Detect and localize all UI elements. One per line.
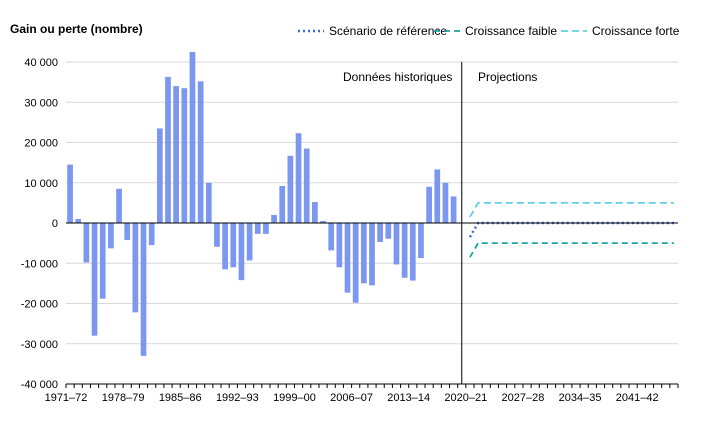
bar xyxy=(246,223,253,261)
bar xyxy=(99,223,106,299)
bar xyxy=(197,81,204,223)
bar xyxy=(336,223,343,268)
bar xyxy=(91,223,98,336)
bar xyxy=(156,128,163,223)
y-tick-label: 20 000 xyxy=(24,138,58,150)
bar xyxy=(254,223,261,234)
bar xyxy=(124,223,131,240)
bar xyxy=(442,182,449,223)
bar xyxy=(434,169,441,223)
bar xyxy=(401,223,408,278)
bar xyxy=(263,223,269,234)
legend-label: Scénario de référence xyxy=(329,24,447,38)
y-axis: -40 000 -30 000 -20 000 -10 000 0 10 000 20 00… xyxy=(21,57,58,391)
x-tick-label: 1992–93 xyxy=(216,392,259,404)
x-tick-label: 2013–14 xyxy=(387,392,430,404)
bar xyxy=(385,223,392,239)
bar xyxy=(189,51,196,223)
bar xyxy=(116,188,122,223)
bar xyxy=(132,223,139,313)
bar xyxy=(377,223,384,242)
annotation-historical: Données historiques xyxy=(343,70,452,84)
bar xyxy=(238,223,245,281)
bars xyxy=(67,51,457,356)
bar xyxy=(230,223,237,268)
x-tick-label: 1985–86 xyxy=(159,392,202,404)
bar xyxy=(393,223,400,265)
projection-lines xyxy=(468,201,674,258)
bar xyxy=(108,223,114,249)
bar xyxy=(303,148,310,223)
x-tick-label: 1978–79 xyxy=(102,392,145,404)
bar xyxy=(352,223,359,303)
legend: Scénario de référence Croissance faible Cr… xyxy=(298,24,680,38)
annotation-projections: Projections xyxy=(478,70,537,84)
y-tick-label: -30 000 xyxy=(21,339,58,351)
y-tick-label: 10 000 xyxy=(24,178,58,190)
bar xyxy=(426,186,432,223)
bar xyxy=(320,220,326,223)
x-tick-label: 2034–35 xyxy=(559,392,602,404)
bar xyxy=(83,223,90,263)
x-tick-label: 2020–21 xyxy=(444,392,487,404)
bar xyxy=(279,185,286,223)
bar xyxy=(75,218,82,223)
bar xyxy=(312,202,318,223)
x-tick-label: 2027–28 xyxy=(502,392,545,404)
bar xyxy=(360,223,367,284)
legend-label: Croissance forte xyxy=(592,24,680,38)
series-line xyxy=(469,201,674,218)
bar xyxy=(205,182,212,223)
x-tick-label: 2006–07 xyxy=(330,392,373,404)
bar xyxy=(287,155,294,223)
bar xyxy=(271,214,277,223)
y-tick-label: 0 xyxy=(52,218,58,230)
y-axis-title: Gain ou perte (nombre) xyxy=(10,22,143,36)
bar xyxy=(418,223,424,259)
bar xyxy=(148,223,155,246)
bar xyxy=(222,223,228,270)
y-tick-label: 40 000 xyxy=(24,57,58,69)
bar xyxy=(295,133,302,223)
y-tick-label: -10 000 xyxy=(21,258,58,270)
bar xyxy=(450,196,457,223)
x-tick-label: 1971–72 xyxy=(45,392,88,404)
x-axis: 1971–72 1978–79 1985–86 1992–93 1999–00 2006–… xyxy=(45,222,679,404)
y-tick-label: -20 000 xyxy=(21,299,58,311)
bar xyxy=(173,86,180,224)
x-tick-label: 1999–00 xyxy=(273,392,316,404)
bar xyxy=(328,223,335,251)
series-line xyxy=(468,221,674,238)
bar xyxy=(140,223,147,356)
bar xyxy=(214,223,220,247)
bar xyxy=(181,88,188,223)
legend-label: Croissance faible xyxy=(465,24,557,38)
bar xyxy=(409,223,416,281)
y-tick-label: -40 000 xyxy=(21,379,58,391)
bar xyxy=(67,164,73,223)
bar xyxy=(165,76,171,223)
bar xyxy=(344,223,351,293)
series-line xyxy=(469,242,674,258)
y-tick-label: 30 000 xyxy=(24,97,58,109)
bar xyxy=(369,223,375,286)
x-tick-label: 2041–42 xyxy=(616,392,659,404)
